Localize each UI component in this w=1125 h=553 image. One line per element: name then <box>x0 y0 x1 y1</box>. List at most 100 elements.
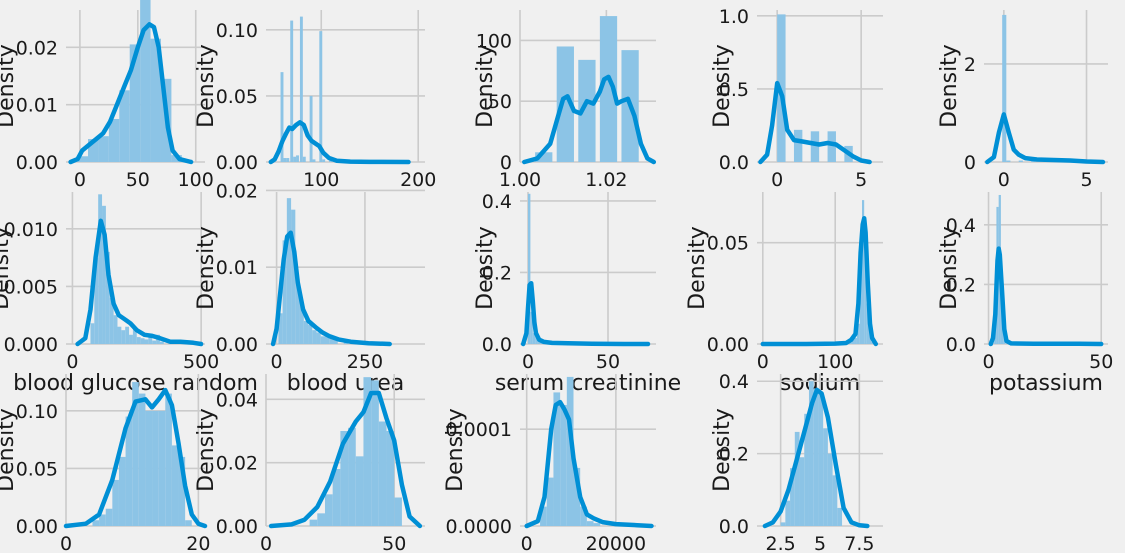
histogram-bar <box>799 457 805 526</box>
histogram-bar <box>854 337 857 344</box>
kde-curve <box>268 390 423 529</box>
histogram-bar <box>348 427 356 526</box>
y-tick-label: 0 <box>964 152 976 174</box>
y-tick-label: 0.2 <box>719 444 749 466</box>
histogram-bar <box>329 337 334 344</box>
histogram-bar <box>363 377 372 526</box>
histogram-bar <box>553 392 561 526</box>
histogram-bar <box>856 323 860 344</box>
x-tick-label: 50 <box>126 169 150 191</box>
histogram-bar <box>586 521 594 526</box>
y-tick-label: 0.00 <box>216 152 258 174</box>
histogram-bar <box>280 72 284 162</box>
y-tick-label: 0.05 <box>707 233 749 255</box>
y-tick-label: 0.02 <box>216 180 258 202</box>
x-tick-label: 100 <box>303 169 339 191</box>
y-tick-label: 0.01 <box>16 95 58 117</box>
histogram-bar <box>132 329 137 344</box>
histogram-bar <box>851 339 855 344</box>
histogram-bar <box>804 413 809 526</box>
kde-curve <box>760 216 879 347</box>
y-tick-label: 0.2 <box>946 274 976 296</box>
histogram-bar <box>77 156 89 162</box>
histogram-bar <box>528 193 531 344</box>
histogram-bar <box>178 456 186 526</box>
histogram-bar <box>785 500 791 526</box>
histogram-bar <box>864 226 867 344</box>
x-axis-label: blood urea <box>287 371 404 396</box>
histogram-bar <box>90 323 95 344</box>
x-tick-label: 5 <box>855 169 867 191</box>
histogram-bar <box>780 522 786 526</box>
histogram-bar <box>794 431 800 526</box>
y-axis-label: Density <box>0 44 19 128</box>
histogram-bar <box>296 155 299 162</box>
histogram-bar <box>1018 160 1023 162</box>
kde-curve <box>520 280 651 347</box>
histogram-bar <box>282 240 287 344</box>
y-tick-label: 0.0 <box>946 334 976 356</box>
x-tick-label: 5 <box>814 533 826 553</box>
histogram-bar <box>125 326 130 344</box>
histogram-bar <box>535 152 553 162</box>
y-tick-label: 0.010 <box>4 219 58 241</box>
y-tick-label: 2 <box>964 54 976 76</box>
x-tick-label: 0 <box>60 533 72 553</box>
y-tick-label: 0 <box>500 152 512 174</box>
y-tick-label: 0.0 <box>719 516 749 538</box>
histogram-bar <box>813 388 819 526</box>
histogram-bar <box>299 16 303 162</box>
histogram-bar <box>152 410 159 526</box>
histogram-bar <box>320 336 326 344</box>
histogram-bar <box>278 313 283 344</box>
histogram-bar <box>299 301 304 344</box>
x-tick-label: 50 <box>382 533 406 553</box>
histogram-bar <box>140 0 151 162</box>
histogram-bar <box>121 330 126 344</box>
histogram-bar <box>309 519 318 526</box>
histogram-bar <box>148 334 153 344</box>
histogram-bar <box>109 297 114 344</box>
y-tick-label: 0.4 <box>719 371 749 393</box>
histogram-bar <box>171 445 179 526</box>
y-tick-label: 0.05 <box>16 458 58 480</box>
subplot-14: 2.5 5 7.5 0.0 0.2 0.4 Density <box>710 371 883 553</box>
histogram-bar <box>580 506 587 526</box>
histogram-bar <box>578 59 596 162</box>
y-axis-label: Density <box>937 44 962 128</box>
kde-curve <box>268 120 411 165</box>
x-tick-label: 7.5 <box>844 533 874 553</box>
y-axis-label: Density <box>473 44 498 128</box>
y-tick-label: 0.005 <box>4 276 58 298</box>
histogram-bar <box>286 198 292 344</box>
histogram-bar <box>309 95 313 162</box>
histogram-bar <box>317 513 325 526</box>
histogram-bar <box>1006 160 1011 162</box>
histogram-bar <box>319 31 323 162</box>
histogram-bar <box>283 158 287 162</box>
histogram-bar <box>316 332 321 344</box>
histogram-bar <box>827 131 836 162</box>
x-tick-label: 20000 <box>586 533 646 553</box>
x-tick-label: 100 <box>817 351 853 373</box>
x-tick-label: 250 <box>347 351 383 373</box>
histogram-bar <box>295 278 300 344</box>
x-tick-label: 0 <box>74 169 86 191</box>
kde-curve <box>270 230 392 347</box>
histogram-bar <box>790 468 795 526</box>
y-axis-label: Density <box>710 408 735 492</box>
x-tick-label: 0 <box>522 351 534 373</box>
y-tick-label: 0.00 <box>216 334 258 356</box>
kde-curve <box>524 399 654 529</box>
histogram-bar <box>152 340 157 344</box>
y-tick-label: 0.0 <box>719 152 749 174</box>
y-tick-label: 0.000 <box>4 334 58 356</box>
histogram-bar <box>138 393 146 526</box>
histogram-bar <box>308 324 313 344</box>
